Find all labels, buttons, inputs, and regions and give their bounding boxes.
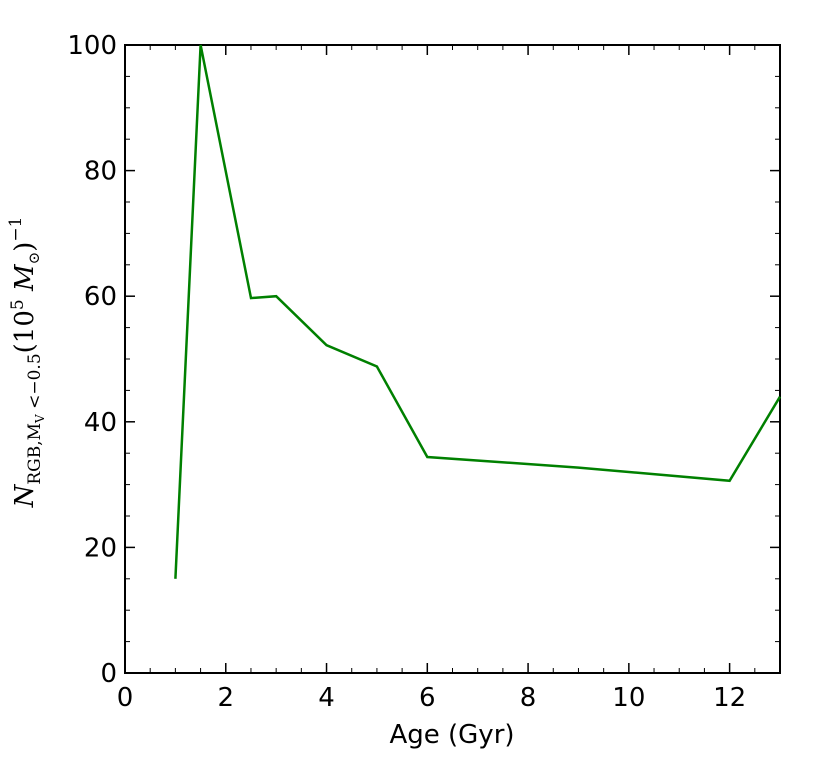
x-tick-label: 10 (612, 683, 645, 713)
ylabel-unit-mass: M (10, 263, 40, 299)
x-tick-label: 4 (318, 683, 335, 713)
y-tick-label: 20 (84, 533, 117, 563)
ylabel-unit-open: (10 (10, 310, 40, 353)
y-tick-label: 60 (84, 282, 117, 312)
x-tick-label: 8 (520, 683, 537, 713)
x-tick-labels: 0 2 4 6 8 10 12 (117, 683, 746, 713)
ylabel-unit-close: ) (10, 242, 40, 252)
ylabel-unit-power: −1 (6, 217, 26, 242)
series-line (174, 44, 782, 579)
ylabel-unit-sun: ⊙ (25, 252, 43, 265)
x-tick-label: 2 (217, 683, 234, 713)
ylabel-subscript-tail: <−0.5 (25, 353, 45, 414)
x-tick-label: 12 (713, 683, 746, 713)
y-tick-label: 40 (84, 408, 117, 438)
ylabel-symbol: N (10, 483, 40, 508)
ylabel-subsub: V (33, 414, 47, 424)
svg-text:NRGB,MV <−0.5(105 M⊙)−1: NRGB,MV <−0.5(105 M⊙)−1 (6, 217, 47, 509)
y-tick-label: 0 (100, 659, 117, 689)
ylabel-subscript: RGB,M (25, 423, 45, 485)
x-axis-label: Age (Gyr) (389, 720, 514, 750)
x-tick-label: 6 (419, 683, 436, 713)
x-tick-label: 0 (117, 683, 134, 713)
y-tick-labels: 0 20 40 60 80 100 (67, 31, 117, 689)
plot-frame (124, 44, 781, 674)
y-tick-label: 100 (67, 31, 117, 61)
y-axis-label: NRGB,MV <−0.5(105 M⊙)−1 (6, 217, 47, 509)
series-group (174, 44, 782, 579)
y-tick-label: 80 (84, 157, 117, 187)
ylabel-unit-exp: 5 (8, 299, 28, 310)
tick-marks (124, 44, 781, 674)
